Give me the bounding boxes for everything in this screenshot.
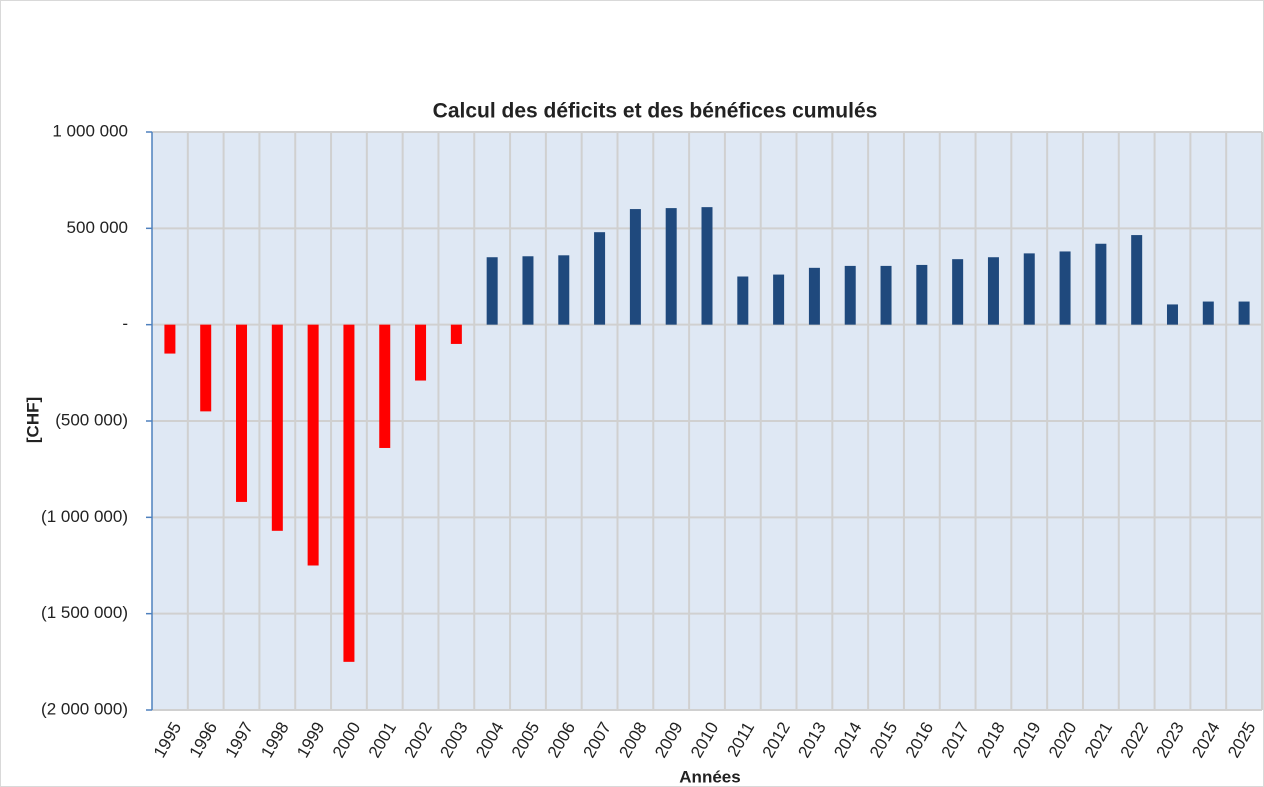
bar <box>236 324 248 502</box>
bar <box>880 265 892 325</box>
bar <box>415 324 427 381</box>
bar <box>808 267 820 325</box>
x-axis-label: Années <box>679 767 740 786</box>
bar <box>844 265 856 325</box>
bar <box>1202 301 1214 325</box>
bar <box>1095 243 1107 325</box>
bar <box>952 259 964 325</box>
bar <box>271 324 283 531</box>
y-tick-label: (1 500 000) <box>41 603 128 622</box>
bar <box>1166 304 1178 325</box>
bar <box>522 256 534 325</box>
bar <box>773 274 785 325</box>
bar <box>1059 251 1071 325</box>
bar <box>1131 235 1143 325</box>
y-tick-label: (1 000 000) <box>41 507 128 526</box>
bar <box>450 324 462 344</box>
bar <box>594 232 606 325</box>
bar <box>665 208 677 325</box>
y-tick-label: (2 000 000) <box>41 699 128 718</box>
y-tick-label: (500 000) <box>55 410 128 429</box>
bar <box>486 257 498 325</box>
y-tick-label: 500 000 <box>67 218 128 237</box>
bar <box>987 257 999 325</box>
y-tick-label: - <box>122 314 128 333</box>
bar <box>379 324 391 448</box>
y-tick-label: 1 000 000 <box>52 121 128 140</box>
bar <box>307 324 319 566</box>
bar <box>200 324 212 412</box>
bar <box>1023 253 1035 325</box>
bar <box>164 324 176 354</box>
bar <box>343 324 355 662</box>
chart-title: Calcul des déficits et des bénéfices cum… <box>433 100 878 123</box>
bar <box>737 276 749 325</box>
bar <box>701 207 713 325</box>
y-axis-label: [CHF] <box>23 397 42 443</box>
bar <box>916 264 928 325</box>
bar <box>558 255 570 325</box>
bar <box>629 209 641 325</box>
bar <box>1238 301 1250 325</box>
